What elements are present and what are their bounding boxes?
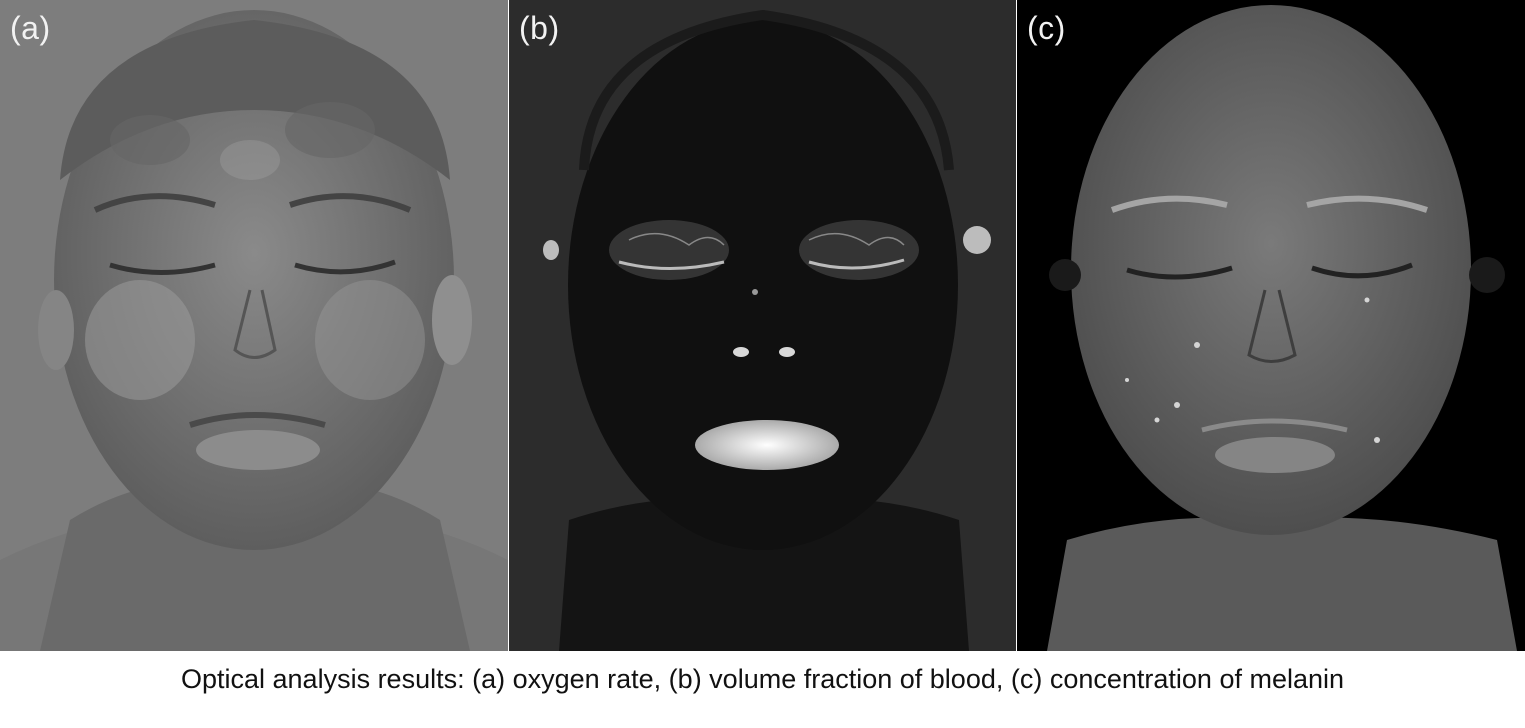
panel-b-label: (b) — [519, 10, 560, 46]
face-melanin-image — [1017, 0, 1525, 651]
panel-c-melanin-image: (c) — [1017, 0, 1525, 651]
panel-a-oxygen-rate-image: (a) — [0, 0, 508, 651]
panel-b-blood-volume-image: (b) — [509, 0, 1016, 651]
face-oxygen-image — [0, 0, 508, 651]
figure-caption: Optical analysis results: (a) oxygen rat… — [180, 664, 1345, 694]
panel-a-label: (a) — [10, 10, 51, 46]
panel-c-label: (c) — [1027, 10, 1066, 46]
face-blood-image — [509, 0, 1016, 651]
